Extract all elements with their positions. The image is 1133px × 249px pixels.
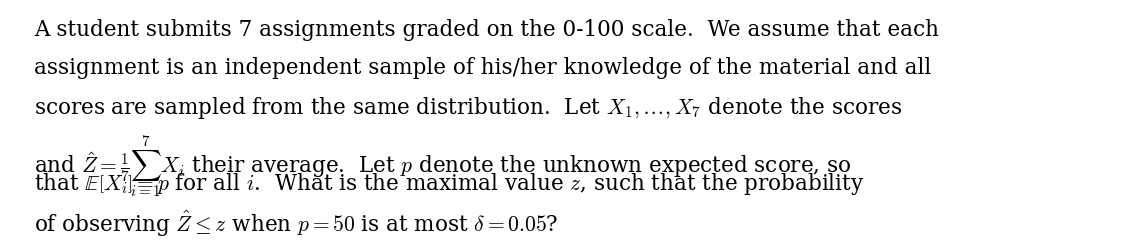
Text: A student submits 7 assignments graded on the 0-100 scale.  We assume that each: A student submits 7 assignments graded o… [34, 19, 939, 41]
Text: scores are sampled from the same distribution.  Let $X_1,\ldots,X_7$ denote the : scores are sampled from the same distrib… [34, 95, 902, 121]
Text: assignment is an independent sample of his/her knowledge of the material and all: assignment is an independent sample of h… [34, 57, 931, 79]
Text: and $\hat{Z} = \frac{1}{7}\sum_{i=1}^{7} X_i$ their average.  Let $p$ denote the: and $\hat{Z} = \frac{1}{7}\sum_{i=1}^{7}… [34, 133, 851, 199]
Text: of observing $\hat{Z} \leq z$ when $p = 50$ is at most $\delta = 0.05$?: of observing $\hat{Z} \leq z$ when $p = … [34, 209, 559, 239]
Text: that $\mathbb{E}\left[X_i\right] = p$ for all $i$.  What is the maximal value $z: that $\mathbb{E}\left[X_i\right] = p$ fo… [34, 171, 864, 197]
